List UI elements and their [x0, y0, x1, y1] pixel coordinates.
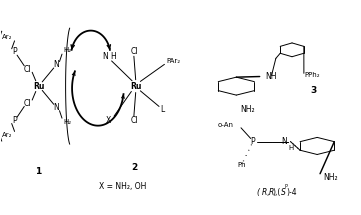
Text: 1: 1: [35, 167, 42, 176]
Text: R: R: [269, 188, 274, 197]
Text: )-4: )-4: [287, 188, 297, 197]
Text: PAr₂: PAr₂: [166, 57, 180, 63]
Text: P: P: [12, 116, 17, 125]
Text: S: S: [280, 188, 286, 197]
Text: PPh₂: PPh₂: [305, 72, 320, 78]
Text: 2: 2: [131, 163, 137, 172]
Text: ,: ,: [266, 188, 269, 197]
Text: X = NH₂, OH: X = NH₂, OH: [99, 182, 147, 191]
Text: NH₂: NH₂: [240, 105, 255, 114]
Text: (: (: [256, 188, 259, 197]
Text: N: N: [54, 103, 60, 112]
Text: H: H: [288, 145, 293, 151]
Text: P: P: [284, 184, 287, 189]
Text: P: P: [12, 48, 17, 57]
Text: 3: 3: [310, 86, 317, 95]
Text: Cl: Cl: [130, 116, 138, 125]
Text: Ru: Ru: [130, 82, 142, 91]
Text: o-An: o-An: [218, 122, 234, 127]
Text: X: X: [106, 116, 111, 125]
Text: N: N: [54, 60, 60, 69]
Text: NH: NH: [265, 72, 277, 81]
Text: H₂: H₂: [63, 120, 71, 126]
Text: H: H: [110, 52, 116, 61]
Text: Cl: Cl: [24, 64, 32, 74]
Text: Ar₂: Ar₂: [2, 34, 13, 40]
Text: Cl: Cl: [24, 99, 32, 108]
Text: N: N: [281, 137, 287, 146]
Text: Ru: Ru: [33, 82, 44, 91]
Text: R: R: [261, 188, 267, 197]
Text: Cl: Cl: [130, 48, 138, 57]
Text: P: P: [250, 137, 255, 146]
Text: Ar₂: Ar₂: [2, 132, 13, 138]
Text: N: N: [102, 52, 108, 61]
Text: NH₂: NH₂: [324, 174, 338, 183]
Text: H₂: H₂: [63, 47, 71, 53]
Text: ),(: ),(: [273, 188, 281, 197]
Text: Ph: Ph: [238, 162, 246, 168]
Text: L: L: [161, 105, 165, 114]
